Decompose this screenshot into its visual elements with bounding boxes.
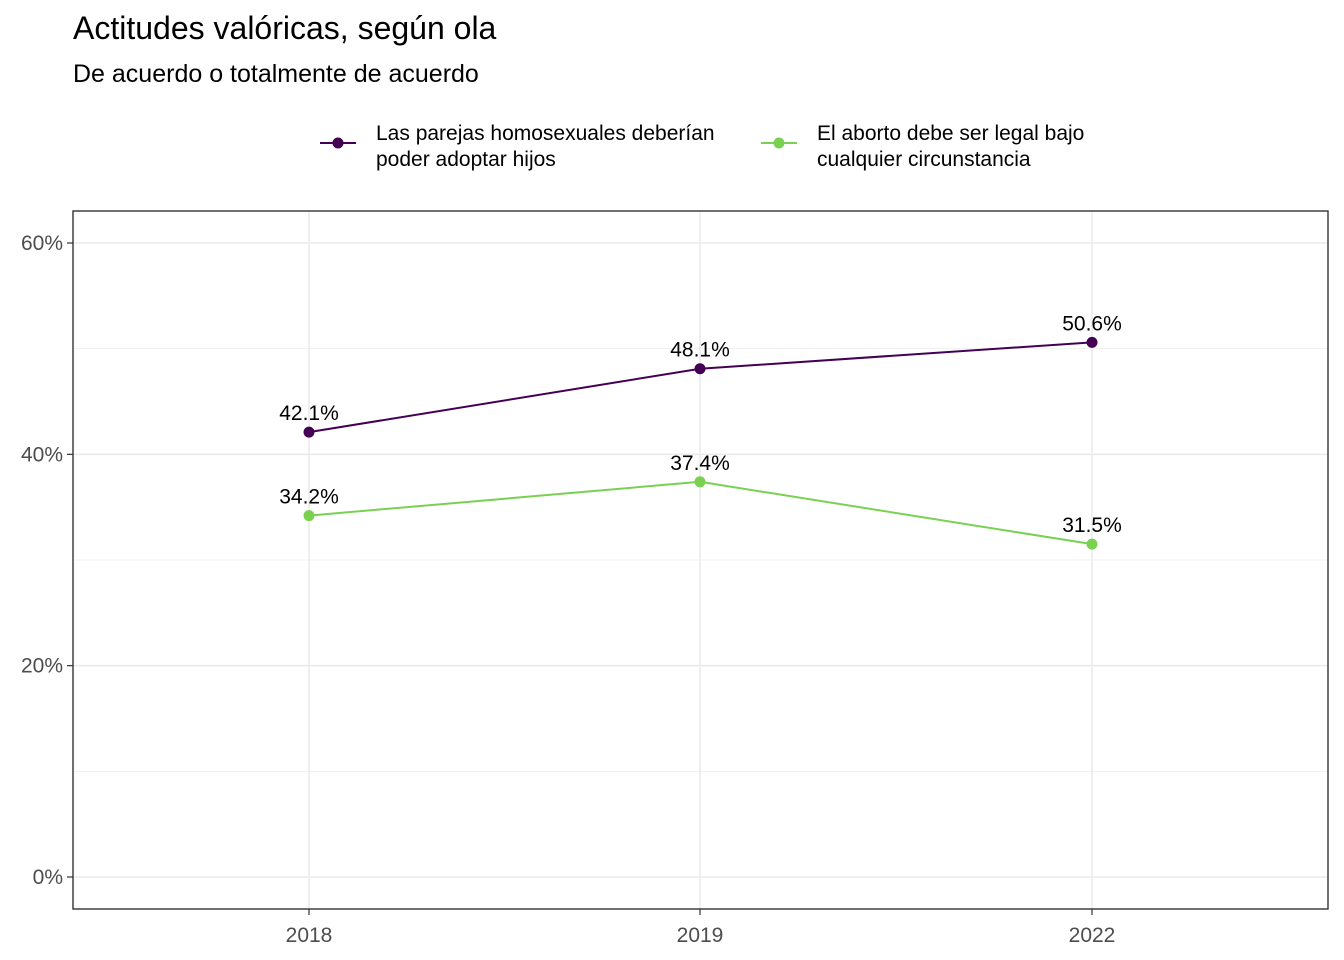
y-tick-label: 20% [21, 655, 63, 678]
data-label: 42.1% [279, 402, 339, 425]
data-label: 31.5% [1062, 514, 1122, 537]
data-point [694, 363, 706, 375]
data-point [694, 476, 706, 488]
data-point [1086, 538, 1098, 550]
data-label: 34.2% [279, 486, 339, 509]
series-1: 42.1% 48.1% 50.6% [279, 312, 1122, 438]
chart-title: Actitudes valóricas, según ola [73, 10, 497, 46]
legend: Las parejas homosexuales deberían poder a… [320, 122, 1084, 171]
series: 42.1% 48.1% 50.6% 34.2% 37.4% 31.5% [279, 312, 1122, 550]
legend-item-1: Las parejas homosexuales deberían poder a… [320, 122, 715, 171]
legend-item-2: El aborto debe ser legal bajo cualquier c… [761, 122, 1084, 171]
legend-label: poder adoptar hijos [376, 148, 556, 171]
legend-key-point [773, 137, 785, 149]
x-tick-label: 2022 [1069, 924, 1116, 947]
data-point [1086, 336, 1098, 348]
y-tick-label: 40% [21, 443, 63, 466]
grid [73, 211, 1328, 909]
chart-subtitle: De acuerdo o totalmente de acuerdo [73, 60, 479, 88]
legend-label: cualquier circunstancia [817, 148, 1031, 171]
data-label: 48.1% [670, 339, 730, 362]
data-label: 37.4% [670, 452, 730, 475]
data-label: 50.6% [1062, 312, 1122, 335]
series-2: 34.2% 37.4% 31.5% [279, 452, 1122, 550]
y-tick-label: 60% [21, 232, 63, 255]
axes: 0% 20% 40% 60% 2018 2019 2022 [21, 210, 1329, 947]
data-point [303, 510, 315, 522]
data-point [303, 426, 315, 438]
legend-label: Las parejas homosexuales deberían [376, 122, 715, 145]
x-tick-label: 2018 [286, 924, 333, 947]
legend-label: El aborto debe ser legal bajo [817, 122, 1084, 145]
legend-key-point [332, 137, 344, 149]
y-tick-label: 0% [33, 866, 63, 889]
x-tick-label: 2019 [677, 924, 724, 947]
